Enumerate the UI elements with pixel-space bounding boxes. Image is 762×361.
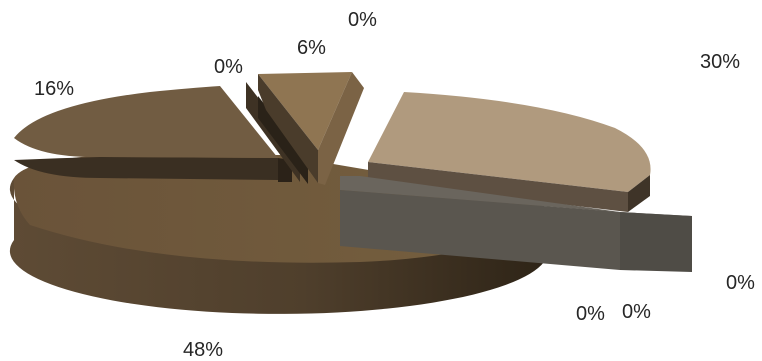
- label-slice-0-bottom-b: 0%: [622, 301, 651, 323]
- slice-30-side-right: [628, 175, 650, 212]
- label-slice-30: 30%: [700, 51, 741, 73]
- slice-0-sliver-b: [258, 96, 308, 184]
- slice-6-side-dark: [258, 74, 318, 183]
- label-slice-48: 48%: [183, 339, 224, 361]
- slice-30-side: [368, 162, 628, 212]
- slice-0-grey-front: [340, 190, 620, 270]
- slice-16-side: [14, 138, 278, 180]
- slice-6-top: [258, 72, 352, 150]
- slice-0-grey-right: [620, 212, 692, 272]
- label-slice-0-bottom-a: 0%: [576, 303, 605, 325]
- label-slice-0-right: 0%: [726, 272, 755, 294]
- label-slice-16: 16%: [34, 78, 75, 100]
- slice-48-side: [9, 178, 544, 314]
- slice-0-grey-top: [340, 176, 692, 218]
- slice-6-side: [318, 72, 364, 185]
- label-slice-0-left: 0%: [214, 56, 243, 78]
- slice-16-top: [14, 86, 278, 158]
- slice-30-top: [368, 92, 651, 192]
- label-slice-6: 6%: [297, 37, 326, 59]
- label-slice-0-top: 0%: [348, 9, 377, 31]
